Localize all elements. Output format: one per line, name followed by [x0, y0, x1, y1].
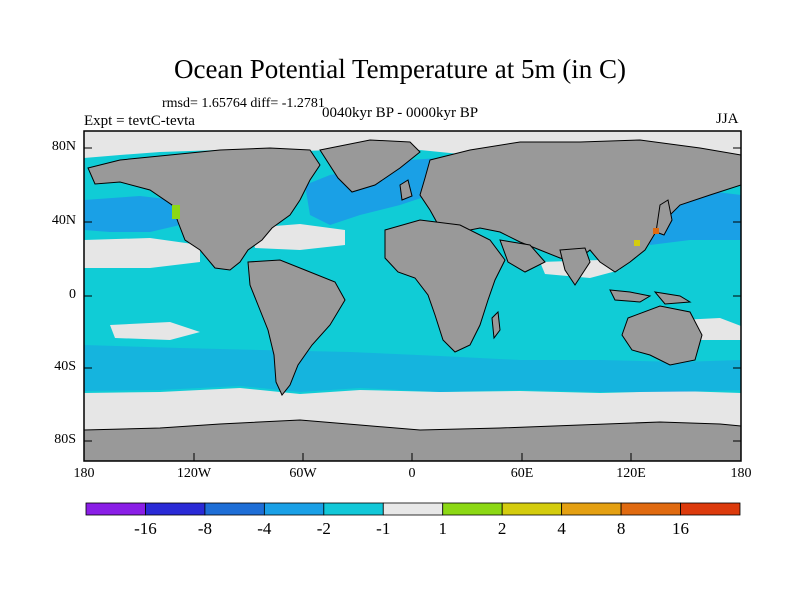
colorbar-label: 4: [557, 519, 566, 538]
season-label: JJA: [716, 111, 739, 127]
colorbar-swatch: [680, 502, 741, 516]
arabia: [499, 239, 546, 273]
colorbar-swatch: [85, 502, 146, 516]
lat-label-40n: 40N: [51, 213, 76, 228]
lat-ticks: [84, 147, 741, 442]
british-isles: [399, 179, 413, 201]
positive-anomaly-speck-2: [653, 228, 659, 234]
experiment-label: Expt = tevtC-tevta: [84, 113, 195, 129]
stats-line: rmsd= 1.65764 diff= -1.2781: [162, 96, 325, 111]
antarctica: [84, 419, 741, 461]
figure-title: Ocean Potential Temperature at 5m (in C): [174, 54, 626, 84]
positive-anomaly-patch: [172, 205, 180, 219]
lat-label-40s: 40S: [54, 359, 76, 374]
colorbar-label: -16: [134, 519, 157, 538]
colorbar-swatch: [263, 502, 325, 516]
map-area: [84, 131, 741, 461]
north-pacific-anomaly-east: [84, 196, 180, 232]
north-america: [87, 147, 321, 271]
australia: [621, 305, 703, 366]
lon-label-180e: 180: [730, 466, 752, 481]
colorbar-label: -2: [316, 519, 331, 538]
lon-label-60e: 60E: [510, 466, 534, 481]
land-masses: [84, 139, 741, 461]
colorbar-swatch: [501, 502, 563, 516]
africa: [384, 219, 506, 353]
colorbar-label: -4: [257, 519, 272, 538]
lon-label-120w: 120W: [176, 466, 212, 481]
colorbar-swatch: [145, 502, 206, 516]
colorbar-swatch: [561, 502, 622, 516]
madagascar: [491, 310, 501, 340]
pacific-light-patch: [84, 238, 200, 268]
south-pacific-light-patch: [110, 322, 200, 340]
southern-ocean-edge: [84, 388, 741, 405]
colorbar-swatch: [620, 502, 681, 516]
colorbar: [85, 502, 741, 516]
colorbar-label: 16: [672, 519, 690, 538]
greenland: [319, 139, 421, 193]
colorbar-label: 1: [438, 519, 447, 538]
lat-label-0: 0: [69, 287, 76, 302]
lon-label-60w: 60W: [289, 466, 317, 481]
colorbar-swatch: [382, 502, 444, 516]
southern-midlatitude-band: [84, 345, 741, 392]
atlantic-light-patch: [250, 224, 345, 250]
lon-label-180w: 180: [73, 466, 95, 481]
colorbar-label: -1: [376, 519, 391, 538]
india: [559, 247, 591, 286]
colorbar-label: -8: [197, 519, 212, 538]
lon-label-120e: 120E: [616, 466, 646, 481]
new-guinea: [653, 291, 692, 305]
colorbar-label: 2: [497, 519, 507, 538]
lat-label-80n: 80N: [51, 139, 76, 154]
japan: [655, 199, 673, 236]
lat-label-80s: 80S: [54, 432, 76, 447]
south-america: [247, 259, 346, 396]
colorbar-swatch: [204, 502, 265, 516]
indonesia: [609, 289, 652, 303]
colorbar-label: 8: [616, 519, 626, 538]
period-label: 0040kyr BP - 0000kyr BP: [321, 105, 479, 121]
colorbar-swatch: [323, 502, 384, 516]
positive-anomaly-speck: [634, 240, 640, 246]
lon-ticks: [83, 453, 742, 461]
lon-label-0: 0: [408, 466, 416, 481]
colorbar-swatch: [442, 502, 503, 516]
